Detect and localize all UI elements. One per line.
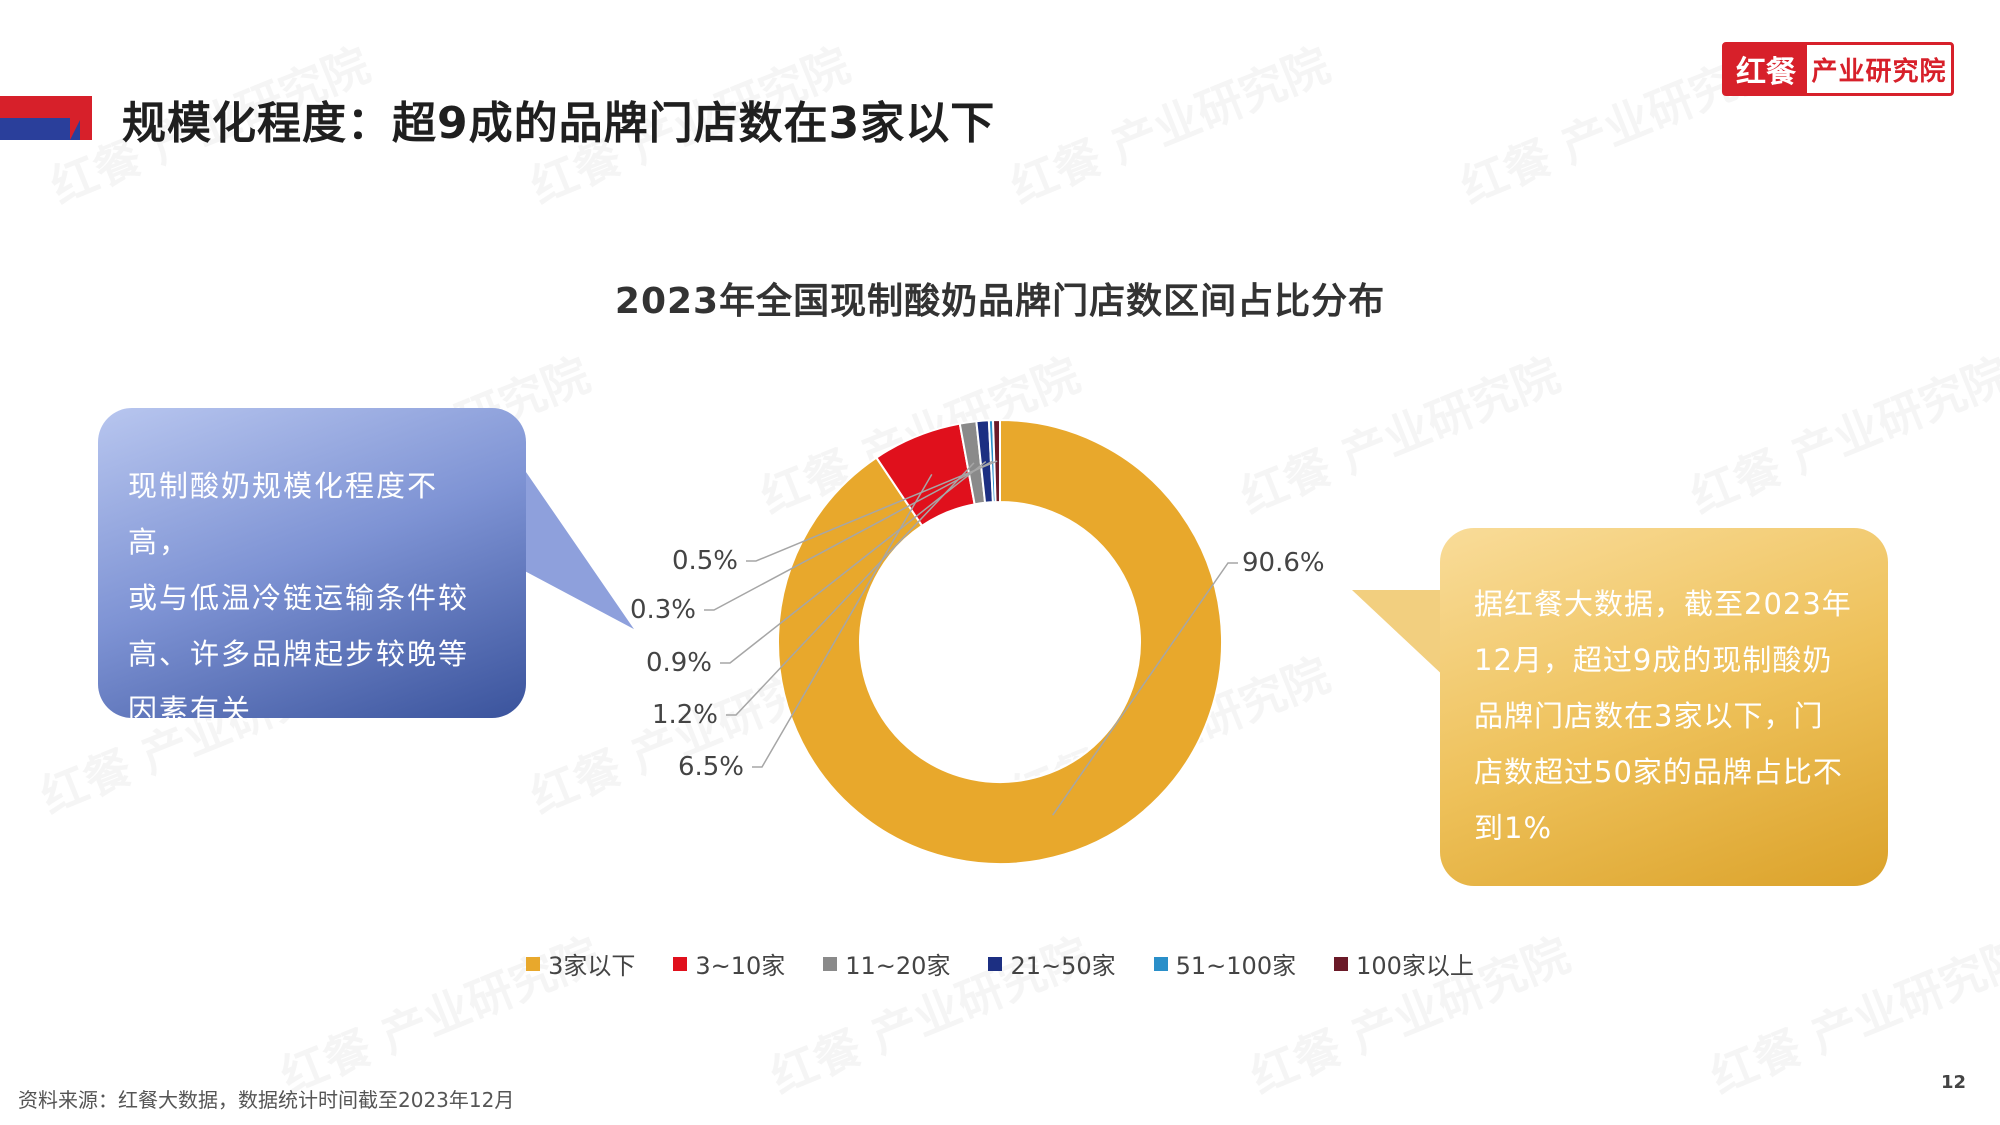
donut-slice [777, 418, 1223, 865]
label-leader-line [720, 460, 987, 664]
label-leader-line [704, 460, 993, 611]
callout-right-line: 12月，超过9成的现制酸奶 [1474, 643, 1833, 677]
data-label: 0.3% [630, 595, 696, 625]
chart-legend: 3家以下 3~10家 11~20家 21~50家 51~100家 100家以上 [0, 946, 2000, 981]
callout-right-tail [1352, 590, 1448, 680]
legend-swatch [526, 956, 541, 971]
brand-logo: 红餐 产业研究院 [1722, 42, 1954, 96]
logo-mark: 红餐 [1725, 45, 1807, 93]
legend-swatch [1153, 956, 1168, 971]
label-leader-line [726, 462, 975, 716]
callout-right-line: 店数超过50家的品牌占比不 [1474, 755, 1843, 789]
data-label: 0.9% [646, 648, 712, 678]
legend-item: 21~50家 [988, 946, 1116, 981]
data-label: 90.6% [1242, 548, 1325, 578]
data-label: 0.5% [672, 546, 738, 576]
label-leader-line [1052, 562, 1238, 816]
legend-item: 3家以下 [526, 946, 635, 981]
legend-item: 3~10家 [673, 946, 785, 981]
legend-swatch [1334, 956, 1349, 971]
page-title: 规模化程度：超9成的品牌门店数在3家以下 [122, 98, 996, 149]
logo-text: 产业研究院 [1811, 56, 1947, 87]
page-number: 12 [1940, 1072, 1966, 1093]
legend-label: 51~100家 [1175, 952, 1297, 980]
label-leader-line [746, 460, 998, 562]
data-label: 1.2% [652, 700, 718, 730]
callout-left-line: 现制酸奶规模化程度不高， [128, 469, 439, 559]
callout-left-line: 因素有关 [128, 693, 253, 727]
legend-item: 100家以上 [1334, 946, 1474, 981]
legend-label: 11~20家 [845, 952, 951, 980]
callout-left-line: 或与低温冷链运输条件较 [128, 581, 470, 615]
callout-left-line: 高、许多品牌起步较晚等 [128, 637, 470, 671]
chart-title: 2023年全国现制酸奶品牌门店数区间占比分布 [614, 281, 1386, 322]
source-note: 资料来源：红餐大数据，数据统计时间截至2023年12月 [18, 1088, 515, 1112]
callout-right-line: 到1% [1474, 811, 1553, 845]
callout-left: 现制酸奶规模化程度不高， 或与低温冷链运输条件较 高、许多品牌起步较晚等 因素有… [98, 408, 526, 727]
callout-right-line: 品牌门店数在3家以下，门 [1474, 699, 1824, 733]
legend-swatch [823, 956, 838, 971]
legend-label: 3~10家 [695, 952, 786, 980]
data-label: 6.5% [678, 752, 744, 782]
legend-label: 21~50家 [1010, 952, 1116, 980]
legend-label: 100家以上 [1356, 952, 1474, 980]
title-accent-slant [70, 96, 92, 140]
callout-right: 据红餐大数据，截至2023年 12月，超过9成的现制酸奶 品牌门店数在3家以下，… [1440, 528, 1888, 886]
label-leader-line [752, 473, 933, 768]
legend-swatch [988, 956, 1003, 971]
callout-right-line: 据红餐大数据，截至2023年 [1474, 587, 1852, 621]
legend-swatch [673, 956, 688, 971]
legend-label: 3家以下 [548, 952, 636, 980]
legend-item: 51~100家 [1153, 946, 1297, 981]
legend-item: 11~20家 [823, 946, 950, 981]
